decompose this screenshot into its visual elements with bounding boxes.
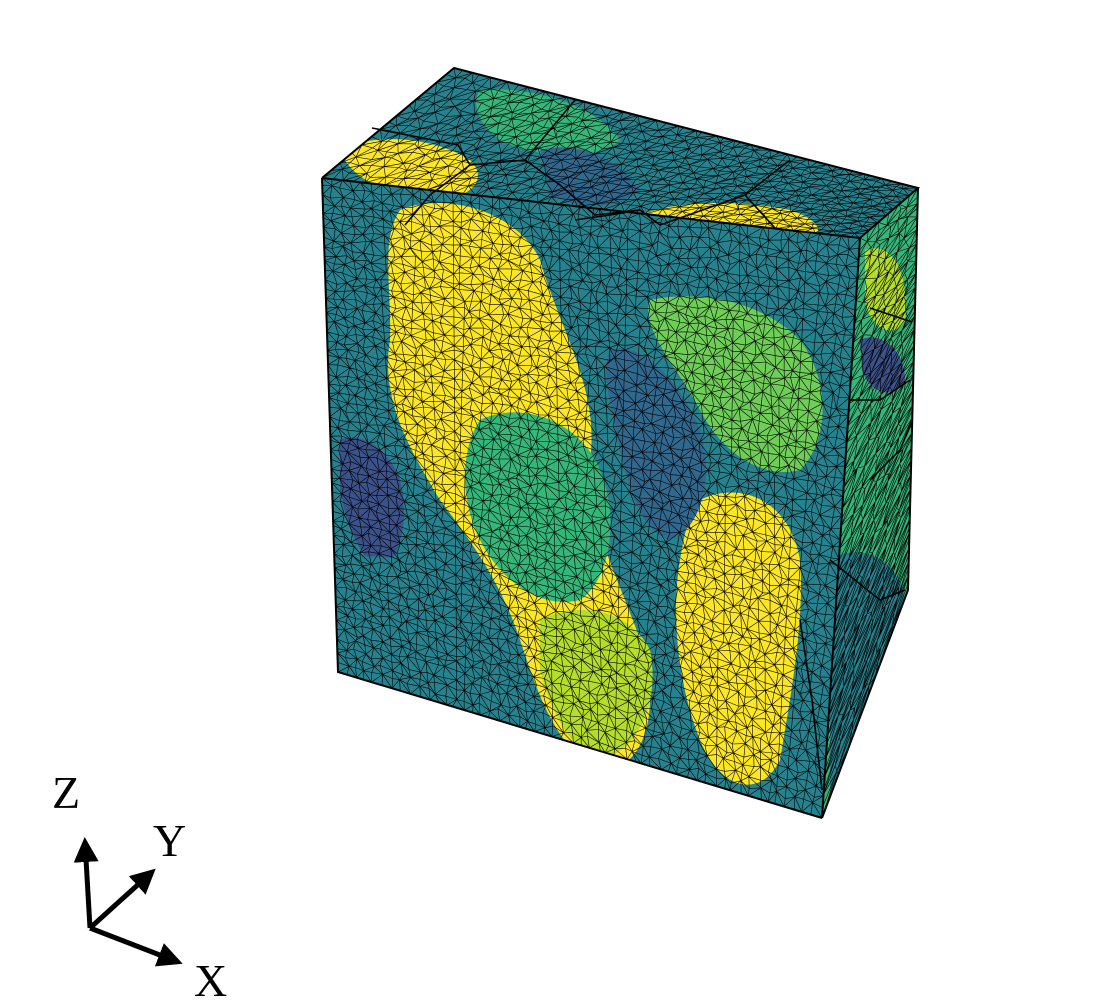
dark-region-center <box>606 348 706 540</box>
dark-region-left <box>340 437 404 570</box>
axes-triad: Z Y X <box>52 767 227 1000</box>
z-axis-label: Z <box>52 767 80 818</box>
teal-region-bottom-left <box>338 556 511 720</box>
top-dark-region <box>540 147 640 206</box>
block-outline <box>321 66 921 819</box>
mesh-block <box>321 66 921 819</box>
top-green-region <box>476 89 620 155</box>
y-axis-label: Y <box>153 815 186 866</box>
y-axis-arrow <box>88 868 156 930</box>
x-axis-label: X <box>194 955 227 1000</box>
z-axis-arrow <box>73 837 99 929</box>
x-axis-arrow <box>89 925 183 967</box>
yellow-green-region <box>540 610 653 760</box>
